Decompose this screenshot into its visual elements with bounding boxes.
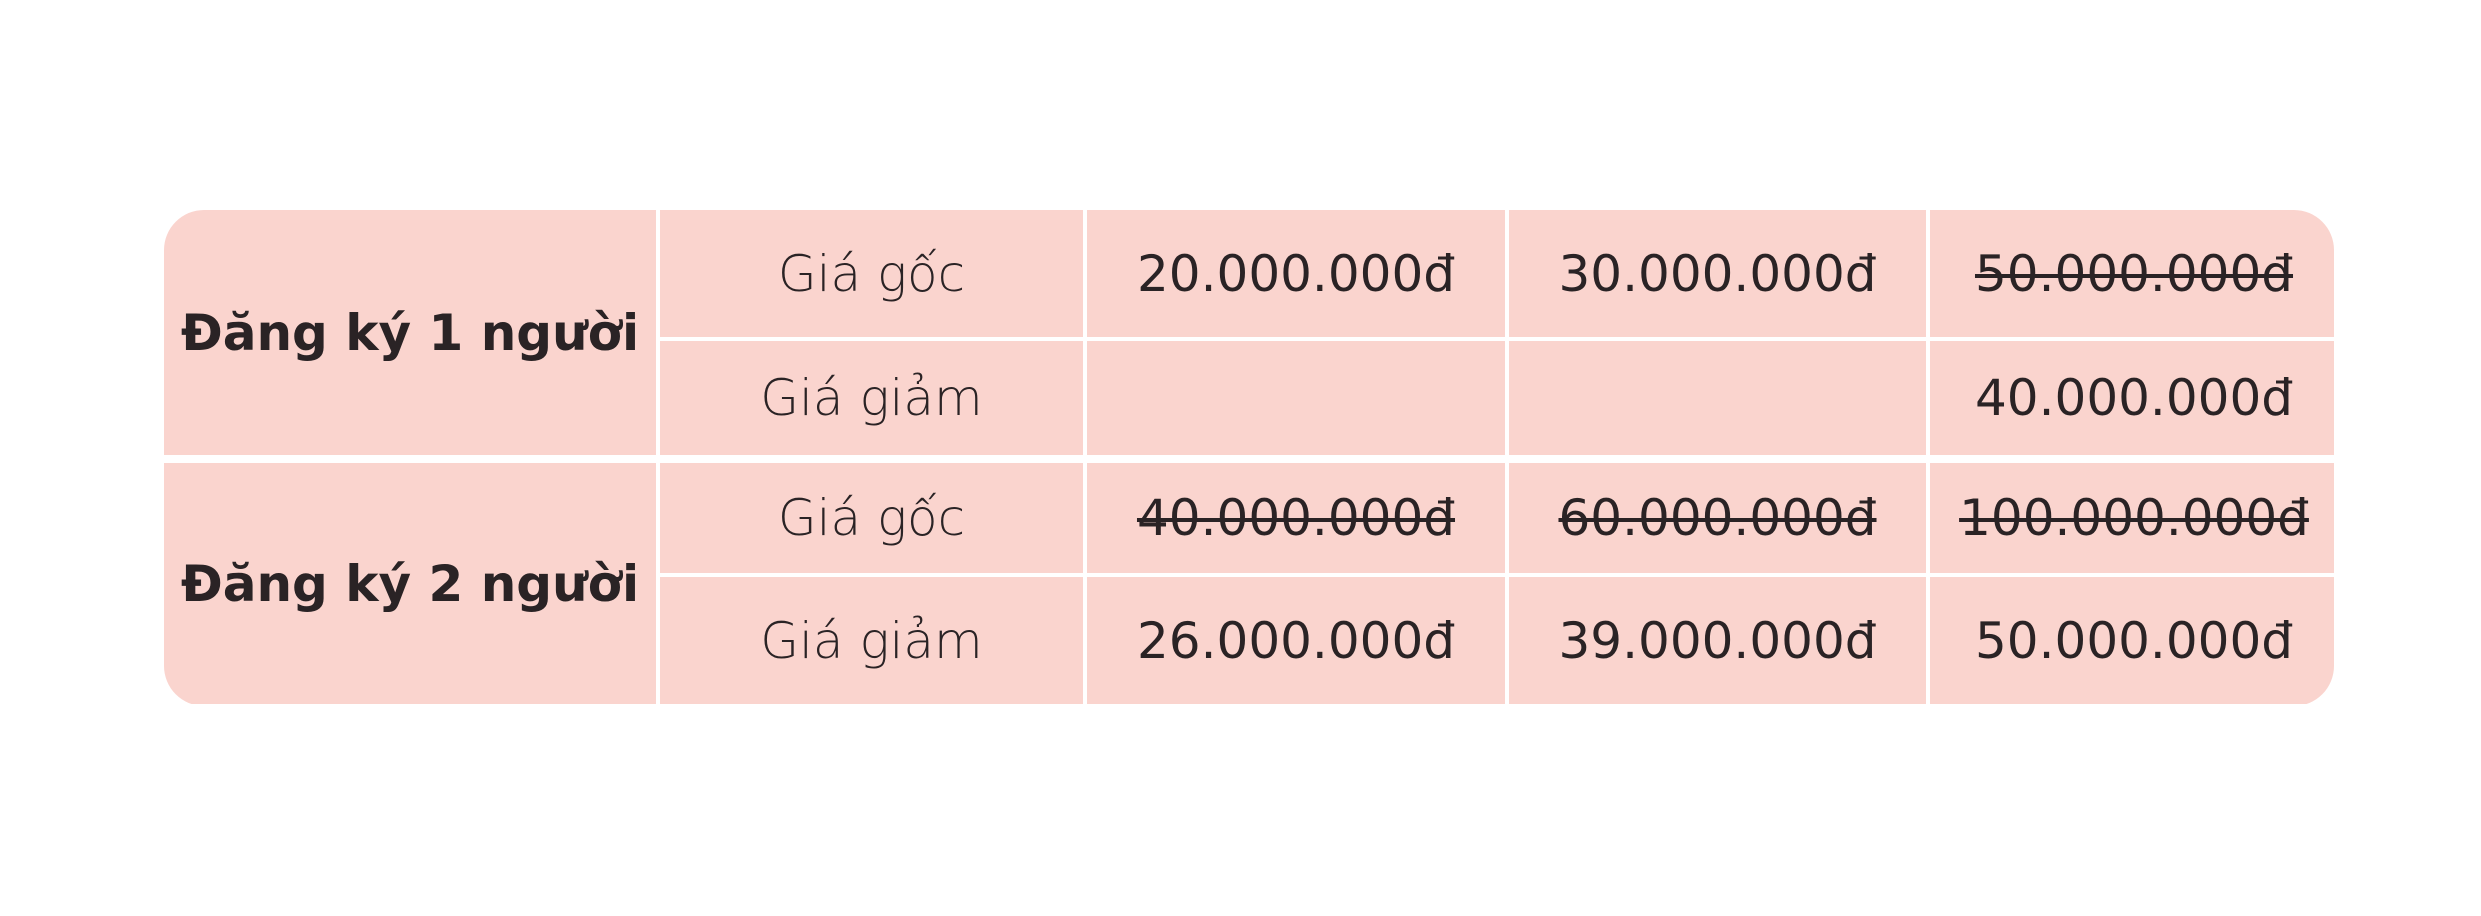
price-cell: 50.000.000đ xyxy=(1930,577,2334,704)
row-label-discount-price: Giá giảm xyxy=(660,341,1083,455)
row-label-original-price: Giá gốc xyxy=(660,210,1083,337)
price-cell: 39.000.000đ xyxy=(1509,577,1926,704)
price-cell-empty xyxy=(1087,341,1505,455)
price-cell: 40.000.000đ xyxy=(1930,341,2334,455)
row-label-discount-price: Giá giảm xyxy=(660,577,1083,704)
price-cell: 30.000.000đ xyxy=(1509,210,1926,337)
price-cell: 26.000.000đ xyxy=(1087,577,1505,704)
price-cell-struck: 100.000.000đ xyxy=(1930,463,2334,573)
group-label-1-person: Đăng ký 1 người xyxy=(164,210,656,455)
group-label-2-people: Đăng ký 2 người xyxy=(164,463,656,704)
price-cell-struck: 40.000.000đ xyxy=(1087,463,1505,573)
price-cell-struck: 60.000.000đ xyxy=(1509,463,1926,573)
row-label-original-price: Giá gốc xyxy=(660,463,1083,573)
price-cell: 20.000.000đ xyxy=(1087,210,1505,337)
price-cell-empty xyxy=(1509,341,1926,455)
price-table: Đăng ký 1 người Giá gốc 20.000.000đ 30.0… xyxy=(164,210,2334,706)
price-cell-struck: 50.000.000đ xyxy=(1930,210,2334,337)
